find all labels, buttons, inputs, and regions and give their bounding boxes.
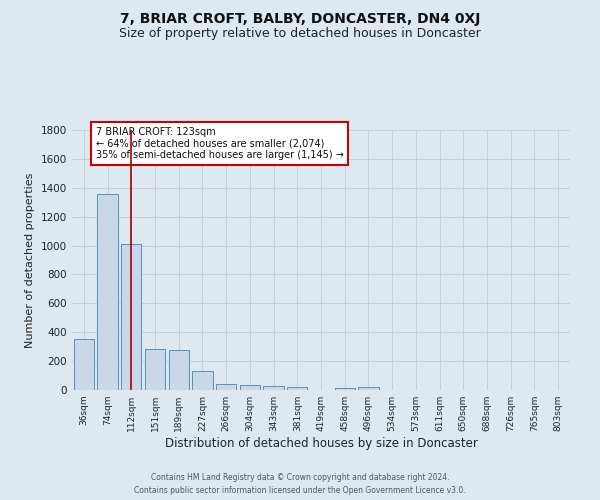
Y-axis label: Number of detached properties: Number of detached properties [25,172,35,348]
Text: 7, BRIAR CROFT, BALBY, DONCASTER, DN4 0XJ: 7, BRIAR CROFT, BALBY, DONCASTER, DN4 0X… [120,12,480,26]
Text: Size of property relative to detached houses in Doncaster: Size of property relative to detached ho… [119,28,481,40]
Bar [193,371,212,390]
Bar [335,388,355,390]
Bar [240,385,260,390]
Bar [358,387,379,390]
Text: 7 BRIAR CROFT: 123sqm
← 64% of detached houses are smaller (2,074)
35% of semi-d: 7 BRIAR CROFT: 123sqm ← 64% of detached … [96,127,344,160]
Bar [216,384,236,390]
Bar [287,388,307,390]
Bar [169,350,189,390]
X-axis label: Distribution of detached houses by size in Doncaster: Distribution of detached houses by size … [164,437,478,450]
Bar [74,338,94,390]
Bar [97,194,118,390]
Bar [263,386,284,390]
Bar [121,244,142,390]
Bar [145,349,165,390]
Text: Contains HM Land Registry data © Crown copyright and database right 2024.
Contai: Contains HM Land Registry data © Crown c… [134,473,466,495]
